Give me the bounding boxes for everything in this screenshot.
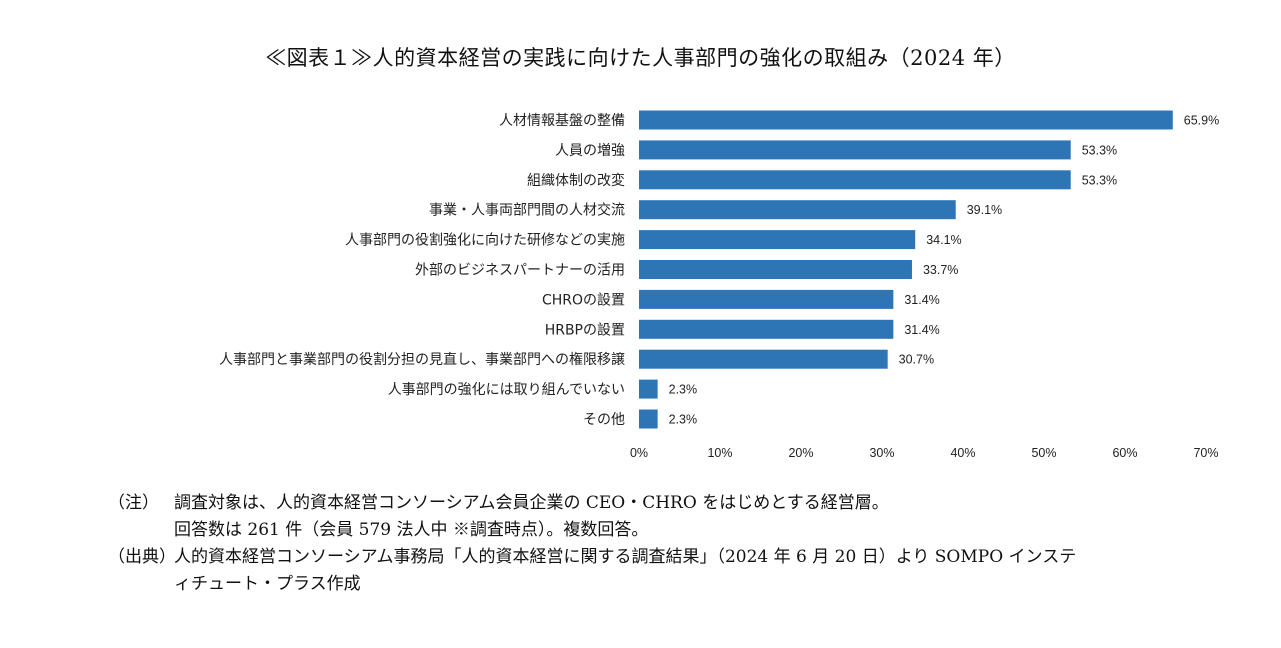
note-text-2: 回答数は 261 件（会員 579 法人中 ※調査時点）。複数回答。 xyxy=(174,520,649,540)
category-label-6: CHROの設置 xyxy=(542,292,625,308)
x-tick-label-1: 10% xyxy=(707,446,732,460)
category-label-1: 人員の増強 xyxy=(555,143,625,159)
category-label-2: 組織体制の改変 xyxy=(527,172,625,189)
x-tick-label-4: 40% xyxy=(950,446,975,460)
bar-6 xyxy=(639,289,894,309)
value-label-1: 53.3% xyxy=(1082,143,1117,157)
source-row-2: ィチュート・プラス作成 xyxy=(108,571,1268,598)
category-label-10: その他 xyxy=(583,412,625,428)
source-label: （出典） xyxy=(108,547,176,567)
bar-10 xyxy=(639,409,658,429)
x-tick-label-0: 0% xyxy=(630,446,648,460)
note-text: 調査対象は、人的資本経営コンソーシアム会員企業の CEO・CHRO をはじめとす… xyxy=(174,493,889,513)
source-text-2: ィチュート・プラス作成 xyxy=(174,574,361,594)
bar-3 xyxy=(639,200,956,220)
value-label-5: 33.7% xyxy=(923,263,958,277)
bar-8 xyxy=(639,349,888,369)
x-tick-label-3: 30% xyxy=(869,446,894,460)
category-label-7: HRBPの設置 xyxy=(545,322,625,338)
category-label-8: 人事部門と事業部門の役割分担の見直し、事業部門への権限移譲 xyxy=(219,351,625,368)
value-label-4: 34.1% xyxy=(926,233,961,247)
value-label-9: 2.3% xyxy=(669,383,698,397)
category-label-9: 人事部門の強化には取り組んでいない xyxy=(388,382,625,398)
chart-title: ≪図表１≫人的資本経営の実践に向けた人事部門の強化の取組み（2024 年） xyxy=(265,46,1016,70)
bar-5 xyxy=(639,260,912,279)
source-row: （出典） 人的資本経営コンソーシアム事務局「人的資本経営に関する調査結果」（20… xyxy=(108,544,1268,571)
bar-4 xyxy=(639,230,916,250)
category-label-0: 人材情報基盤の整備 xyxy=(499,112,625,129)
bar-7 xyxy=(639,319,894,339)
note-label: （注） xyxy=(108,493,159,513)
notes-block: （注） 調査対象は、人的資本経営コンソーシアム会員企業の CEO・CHRO をは… xyxy=(108,490,1268,598)
value-label-2: 53.3% xyxy=(1082,173,1117,187)
x-tick-label-2: 20% xyxy=(788,446,813,460)
x-tick-label-6: 60% xyxy=(1112,446,1137,460)
bar-1 xyxy=(639,140,1071,160)
category-label-5: 外部のビジネスパートナーの活用 xyxy=(415,263,625,279)
bar-chart: 人材情報基盤の整備 65.9% 人員の増強 53.3% 組織体制の改変 53.3% 事業・人… xyxy=(219,110,1219,460)
bar-2 xyxy=(639,170,1071,190)
source-text: 人的資本経営コンソーシアム事務局「人的資本経営に関する調査結果」（2024 年 … xyxy=(174,547,1077,567)
note-row: （注） 調査対象は、人的資本経営コンソーシアム会員企業の CEO・CHRO をは… xyxy=(108,490,1268,517)
value-label-3: 39.1% xyxy=(967,203,1002,217)
category-label-3: 事業・人事両部門間の人材交流 xyxy=(429,202,625,219)
value-label-6: 31.4% xyxy=(904,293,939,307)
value-label-0: 65.9% xyxy=(1184,114,1219,128)
value-label-7: 31.4% xyxy=(904,323,939,337)
value-label-8: 30.7% xyxy=(899,353,934,367)
bar-0 xyxy=(639,110,1173,130)
value-label-10: 2.3% xyxy=(669,413,698,427)
x-tick-label-7: 70% xyxy=(1193,446,1218,460)
category-label-4: 人事部門の役割強化に向けた研修などの実施 xyxy=(345,232,625,249)
x-tick-label-5: 50% xyxy=(1031,446,1056,460)
bar-9 xyxy=(639,379,658,399)
note-row-2: 回答数は 261 件（会員 579 法人中 ※調査時点）。複数回答。 xyxy=(108,517,1268,544)
